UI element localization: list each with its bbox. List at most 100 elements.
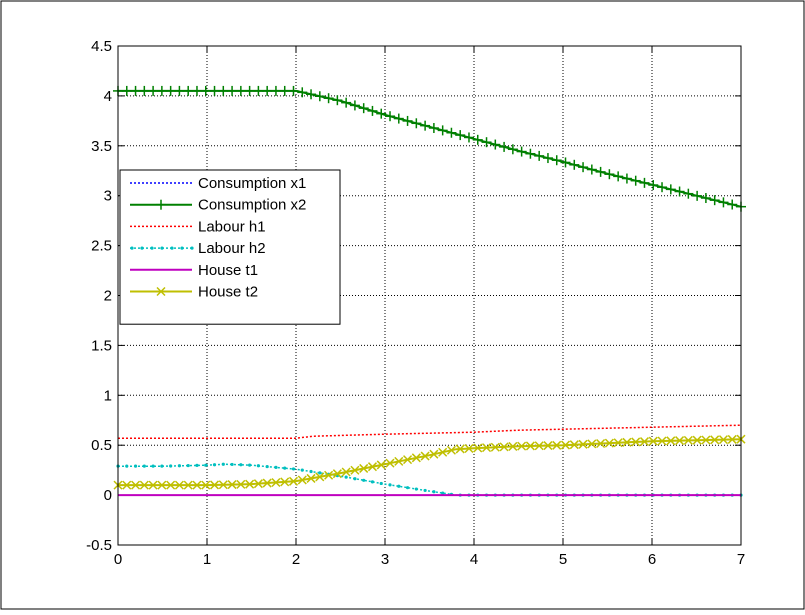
- x-marker: [596, 438, 606, 449]
- dot-marker: [190, 246, 194, 250]
- dot-marker: [256, 464, 260, 468]
- x-marker: [534, 441, 544, 451]
- dot-marker: [169, 464, 173, 468]
- x-marker: [411, 453, 421, 463]
- x-marker: [376, 460, 386, 470]
- x-marker: [604, 438, 614, 448]
- x-marker: [131, 480, 141, 490]
- x-marker: [297, 475, 307, 485]
- y-tick-label: 1.5: [91, 337, 112, 354]
- x-marker: [288, 476, 299, 486]
- x-marker: [218, 480, 228, 490]
- x-marker: [631, 437, 641, 447]
- dot-marker: [186, 463, 190, 468]
- dot-marker: [125, 464, 129, 468]
- series-line: [118, 424, 742, 439]
- x-tick-label: 3: [381, 551, 389, 568]
- x-marker: [245, 479, 255, 489]
- x-tick-label: 1: [203, 551, 211, 568]
- dot-marker: [140, 246, 144, 250]
- x-marker: [192, 480, 202, 490]
- dot-marker: [180, 246, 184, 250]
- dot-marker: [370, 480, 375, 484]
- x-marker: [262, 478, 272, 488]
- x-marker: [552, 440, 562, 450]
- y-tick-label: 3: [104, 188, 112, 205]
- x-marker: [324, 470, 334, 480]
- legend-label: House t1: [198, 262, 258, 279]
- x-marker: [148, 480, 158, 490]
- dot-marker: [423, 488, 427, 493]
- x-marker: [438, 447, 448, 457]
- dot-marker: [265, 464, 269, 469]
- dot-marker: [130, 246, 134, 250]
- x-marker: [666, 436, 676, 446]
- x-marker: [271, 477, 281, 488]
- x-marker: [718, 435, 728, 445]
- legend-item: House t2: [130, 284, 258, 301]
- dot-marker: [300, 468, 304, 472]
- x-tick-label: 4: [470, 551, 478, 568]
- dot-marker: [405, 486, 410, 490]
- x-marker: [446, 445, 456, 455]
- dot-marker: [177, 464, 182, 468]
- legend-item: Consumption x2: [130, 197, 306, 214]
- x-marker: [183, 480, 193, 490]
- dot-marker: [318, 471, 322, 475]
- x-marker: [525, 441, 535, 451]
- x-marker: [174, 480, 184, 490]
- plot-area: 0 1 2 3 4 5 6 7-0.500.511.522.533.544.5Consumpt…: [86, 38, 746, 568]
- y-tick-label: 0: [104, 487, 112, 504]
- dot-marker: [133, 464, 138, 468]
- dot-marker: [248, 463, 252, 467]
- x-marker: [578, 439, 588, 449]
- dot-marker: [432, 490, 436, 494]
- x-marker: [648, 436, 658, 446]
- dot-marker: [212, 463, 217, 467]
- y-tick-label: 2: [104, 288, 112, 305]
- dot-marker: [353, 477, 357, 481]
- x-marker: [385, 458, 395, 468]
- x-marker: [429, 449, 439, 459]
- x-marker: [639, 437, 650, 447]
- legend-item: Consumption x1: [130, 175, 306, 192]
- legend-item: House t1: [130, 262, 258, 279]
- dot-marker: [160, 246, 164, 250]
- x-marker: [209, 480, 220, 490]
- dot-marker: [142, 464, 146, 468]
- series-house-t2: [113, 434, 746, 490]
- dot-marker: [397, 484, 401, 488]
- x-tick-label: 6: [648, 551, 656, 568]
- x-tick-label: 5: [559, 551, 567, 568]
- legend: Consumption x1 Consumption x2 Labour h1 Lab…: [119, 169, 341, 325]
- dot-marker: [291, 467, 296, 471]
- dot-marker: [283, 466, 287, 470]
- x-marker: [490, 442, 500, 452]
- dot-marker: [379, 481, 383, 486]
- x-marker: [122, 480, 132, 490]
- dot-marker: [204, 463, 208, 467]
- dot-marker: [309, 469, 313, 474]
- x-tick-label: 2: [292, 551, 300, 568]
- y-tick-label: 0.5: [91, 437, 112, 454]
- dot-marker: [441, 491, 445, 495]
- x-marker: [683, 435, 693, 445]
- x-marker: [569, 440, 579, 450]
- x-marker: [420, 451, 430, 461]
- x-marker: [201, 480, 211, 490]
- x-marker: [613, 438, 623, 448]
- x-marker: [306, 473, 316, 483]
- x-marker: [587, 439, 597, 449]
- x-marker: [473, 443, 483, 453]
- x-marker: [359, 463, 369, 473]
- x-tick-label: 7: [737, 551, 745, 568]
- x-marker: [517, 441, 527, 451]
- dot-marker: [414, 487, 418, 491]
- y-tick-label: 1: [104, 387, 112, 404]
- legend-label: Consumption x1: [198, 175, 306, 192]
- dot-marker: [160, 464, 164, 468]
- x-marker: [622, 437, 632, 447]
- x-marker: [350, 465, 360, 475]
- x-marker: [727, 434, 737, 444]
